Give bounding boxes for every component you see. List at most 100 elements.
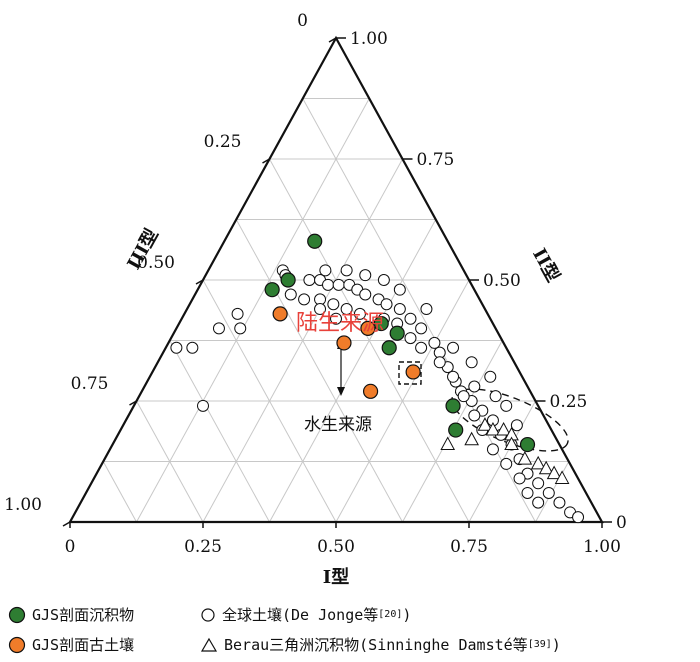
global-soil-point	[340, 303, 353, 316]
global-soil-point	[415, 322, 428, 335]
highlight-box	[398, 361, 422, 385]
global-soil-point	[322, 278, 335, 291]
global-soil-point	[489, 390, 502, 403]
global-soil-point	[420, 303, 433, 316]
global-soil-point	[303, 274, 316, 286]
bottom-tick-label: 0.25	[184, 537, 222, 557]
green-dot-icon	[8, 606, 26, 623]
global-soil-point	[457, 390, 470, 403]
berau-delta-point	[530, 455, 546, 470]
global-soil-point	[447, 341, 460, 354]
bottom-tick-label: 0.75	[450, 537, 488, 557]
gjs-sediment-point	[280, 272, 296, 288]
global-soil-point	[532, 496, 545, 509]
aquatic-source-label: 水生来源	[304, 415, 372, 435]
grid-line	[269, 219, 437, 523]
global-soil-point	[359, 269, 372, 282]
global-soil-point	[197, 399, 209, 412]
right-axis-title: II型	[528, 245, 564, 286]
global-soil-point	[284, 288, 297, 301]
gjs-sediment-point	[519, 436, 536, 453]
global-soil-point	[415, 341, 428, 354]
right-tick-label: 1.00	[350, 29, 388, 49]
gjs-paleosol-point	[336, 335, 352, 351]
berau-delta-point	[517, 451, 533, 465]
right-tick-label: 0.75	[417, 150, 455, 170]
legend-citation: [39]	[527, 639, 552, 650]
grid-line	[335, 279, 470, 523]
gjs-sediment-point	[373, 315, 389, 332]
global-soil-point	[510, 419, 523, 432]
left-tick-label: 0.75	[71, 374, 109, 394]
global-soil-point	[234, 322, 247, 335]
global-soil-point	[170, 341, 183, 354]
gjs-sediment-point	[307, 233, 323, 249]
orange-dot-icon	[8, 636, 26, 653]
berau-delta-point	[477, 417, 493, 431]
left-tick-label: 1.00	[4, 495, 42, 515]
bottom-tick-label: 0.50	[317, 537, 355, 557]
legend-label-tail: )	[551, 635, 561, 654]
global-soil-point	[404, 332, 417, 345]
tick-labels: 0 0.25 0.50 0.75 1.00 1.00 0.75 0.50 0.25 0 0 0.25 0…	[4, 11, 627, 557]
gjs-sediment-point	[381, 340, 397, 356]
global-soil-point	[340, 264, 353, 277]
bottom-tick-label: 1.00	[583, 537, 621, 557]
right-tick-label: 0.25	[550, 392, 588, 412]
legend-item-gjs-sediment: GJS剖面沉积物	[8, 604, 134, 625]
left-tick-label: 0	[297, 11, 308, 31]
grid-line	[136, 400, 204, 523]
global-soil-point	[500, 399, 513, 412]
gjs-sediment-point	[264, 282, 280, 298]
global-soil-point	[353, 307, 366, 320]
global-soil-point	[468, 409, 481, 422]
global-soil-point	[404, 312, 417, 325]
tick-mark	[262, 158, 270, 164]
global-soil-point	[380, 298, 393, 311]
grid-line	[202, 279, 337, 523]
global-soil-point	[393, 303, 406, 316]
global-soil-point	[332, 278, 345, 291]
terrestrial-source-label: 陆生来源	[296, 311, 384, 336]
berau-delta-point	[496, 421, 511, 436]
global-soil-point	[486, 443, 499, 456]
legend-item-berau-delta: Berau三角洲沉积物(Sinninghe Damsté等 [39])	[200, 634, 561, 655]
global-soil-point	[484, 370, 497, 383]
right-tick-label: 0.50	[483, 271, 521, 291]
grid-line	[102, 461, 137, 523]
grid-line	[136, 98, 370, 523]
right-tick-label: 0	[616, 513, 627, 533]
gjs-sediment-point	[448, 422, 464, 438]
legend-label: Berau三角洲沉积物(Sinninghe Damsté等	[224, 636, 528, 654]
gjs-sediment-point	[389, 325, 405, 341]
triangle-icon	[200, 637, 218, 652]
legend-label: GJS剖面沉积物	[32, 606, 135, 624]
legend-citation: [20]	[378, 609, 403, 620]
tick-mark	[195, 279, 204, 285]
global-soil-point	[327, 298, 340, 311]
global-soil-point	[212, 322, 225, 335]
legend-item-gjs-paleosol: GJS剖面古土壤	[8, 634, 134, 655]
global-soil-point	[553, 496, 566, 509]
global-soil-point	[542, 486, 555, 499]
tick-mark	[62, 521, 71, 527]
bottom-tick-label: 0	[65, 537, 76, 557]
global-soil-point	[513, 472, 526, 485]
berau-delta-point	[538, 460, 554, 475]
gjs-paleosol-point	[272, 306, 288, 322]
arrow-down-icon	[337, 387, 345, 396]
grid-line	[169, 340, 270, 523]
gjs-paleosol-point	[405, 364, 421, 380]
global-soil-point	[377, 274, 390, 286]
global-soil-point	[359, 288, 372, 301]
grid-line	[235, 219, 403, 523]
global-soil-point	[393, 283, 406, 296]
global-soil-point	[468, 380, 481, 393]
open-circle-icon	[201, 607, 215, 622]
global-soil-point	[433, 356, 446, 369]
global-soil-point	[572, 511, 585, 524]
berau-delta-point	[440, 436, 456, 451]
tick-mark	[129, 400, 137, 406]
global-soil-point	[314, 303, 327, 316]
